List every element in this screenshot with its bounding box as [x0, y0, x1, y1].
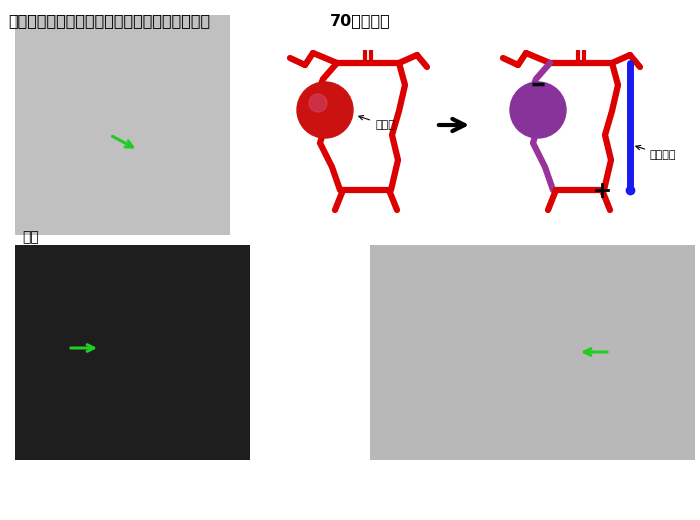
Text: バイパス: バイパス	[636, 146, 676, 160]
Bar	[15, 15, 230, 235]
Bar	[370, 245, 695, 460]
Text: ハイフローバイパスによる巨大脳動脈瘤の手術: ハイフローバイパスによる巨大脳動脈瘤の手術	[8, 13, 210, 28]
Text: 動脈瘤: 動脈瘤	[359, 115, 395, 130]
Circle shape	[309, 94, 327, 112]
Circle shape	[510, 82, 566, 138]
Text: 70歳代女性: 70歳代女性	[330, 13, 391, 28]
Bar	[15, 245, 250, 460]
Circle shape	[297, 82, 353, 138]
Text: 術後: 術後	[22, 230, 38, 244]
